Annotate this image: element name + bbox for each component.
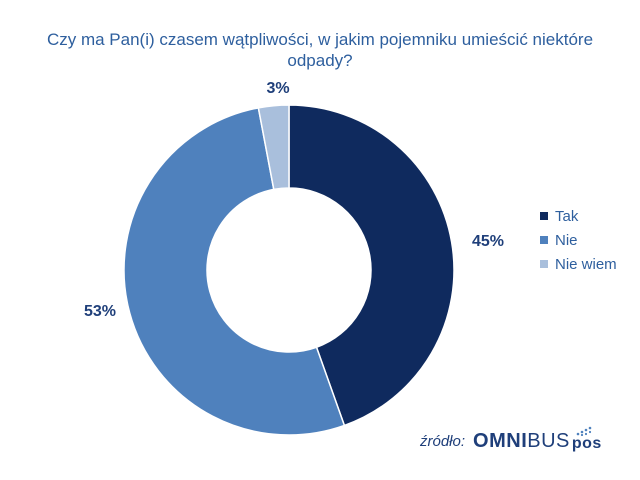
legend-item-nie: Nie bbox=[540, 228, 617, 252]
logo-dots-icon bbox=[576, 426, 592, 436]
legend-label-nie: Nie bbox=[555, 231, 578, 249]
legend-label-tak: Tak bbox=[555, 207, 579, 225]
legend-item-tak: Tak bbox=[540, 204, 617, 228]
legend-label-nie-wiem: Nie wiem bbox=[555, 255, 617, 273]
donut-value-labels: 45% 53% 3% bbox=[84, 80, 504, 320]
legend-swatch-tak bbox=[540, 212, 548, 220]
legend-item-nie-wiem: Nie wiem bbox=[540, 252, 617, 276]
legend-swatch-nie-wiem bbox=[540, 260, 548, 268]
chart-title: Czy ma Pan(i) czasem wątpliwości, w jaki… bbox=[46, 30, 594, 70]
omnibus-pos-logo: OMNI BUS pos bbox=[473, 426, 602, 453]
value-label-nie-wiem: 3% bbox=[266, 80, 289, 97]
donut-slice-tak bbox=[288, 104, 455, 427]
value-label-tak: 45% bbox=[472, 233, 504, 250]
logo-text-pos: pos bbox=[571, 426, 602, 453]
logo-text-omni: OMNI bbox=[473, 430, 528, 452]
legend-swatch-nie bbox=[540, 236, 548, 244]
donut-slice-nie-wiem bbox=[257, 104, 290, 191]
source-credit: źródło: OMNI BUS pos bbox=[420, 426, 602, 453]
donut-slice-nie bbox=[123, 106, 346, 436]
source-label: źródło: bbox=[420, 433, 466, 450]
logo-text-pos-label: pos bbox=[571, 435, 602, 452]
legend: Tak Nie Nie wiem bbox=[540, 204, 617, 276]
donut-slices bbox=[123, 104, 455, 436]
value-label-nie: 53% bbox=[84, 303, 116, 320]
logo-text-bus: BUS bbox=[527, 430, 570, 452]
